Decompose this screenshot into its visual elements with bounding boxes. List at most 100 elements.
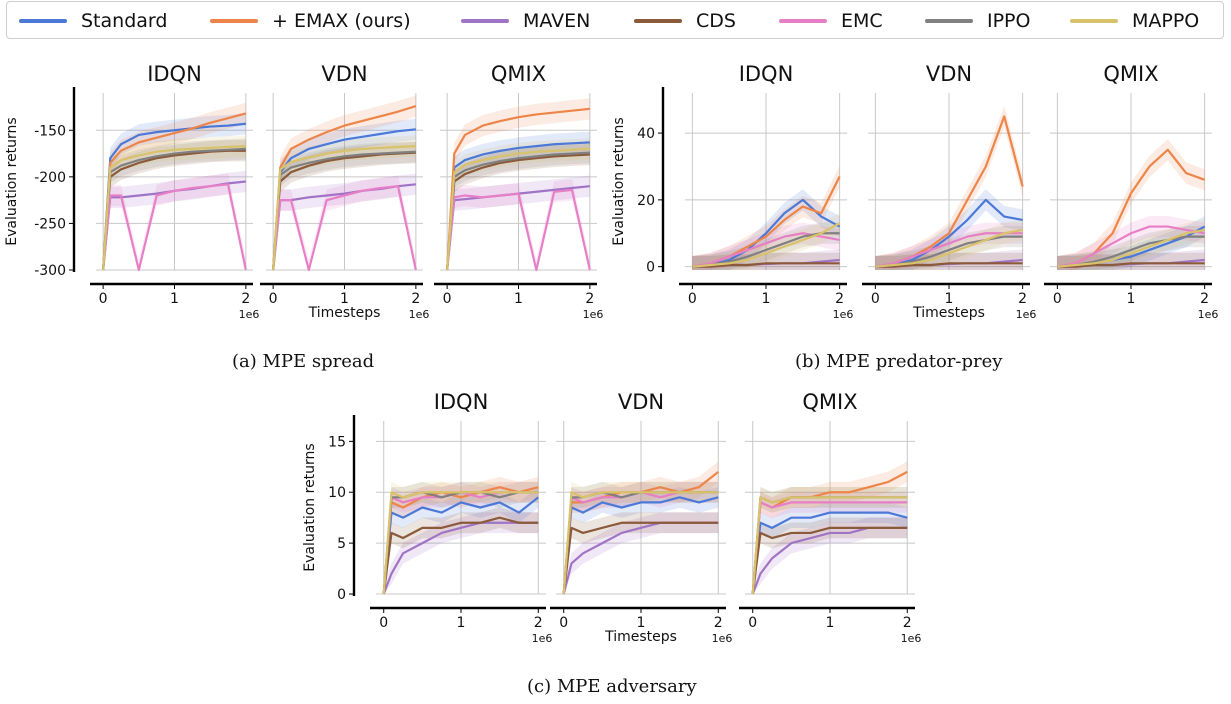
panel-7-ytick-label: 10 bbox=[328, 485, 346, 501]
panel-9-line-mappo bbox=[751, 496, 908, 595]
panel-1-band-emc bbox=[103, 173, 246, 270]
panel-7-ytick-label: 5 bbox=[337, 536, 346, 552]
panel-8-band-maven bbox=[563, 512, 719, 594]
panel-8-xtick-label: 0 bbox=[559, 615, 568, 631]
legend-item-cds: CDS bbox=[634, 2, 736, 40]
legend-item-emc: EMC bbox=[779, 2, 883, 40]
legend-label-cds: CDS bbox=[696, 10, 736, 32]
panel-5-band-standard bbox=[875, 189, 1023, 270]
panel-4-xtick-label: 1 bbox=[762, 291, 771, 307]
panel-8-line-standard bbox=[562, 496, 719, 595]
legend: Standard + EMAX (ours) MAVEN CDS EMC IPP… bbox=[6, 1, 1224, 39]
panel-3-xtick-label: 2 bbox=[585, 291, 594, 307]
panel-9-line-emc bbox=[751, 501, 908, 595]
panel-3-band-emax-ours bbox=[447, 98, 590, 270]
panel-9-band-maven bbox=[752, 517, 908, 594]
panel-6-band-standard bbox=[1057, 215, 1205, 270]
legend-item-emax: + EMAX (ours) bbox=[210, 2, 411, 40]
panel-3-line-emax-ours bbox=[446, 107, 590, 271]
panel-7-xtick-label: 2 bbox=[534, 615, 543, 631]
legend-label-emax: + EMAX (ours) bbox=[272, 10, 411, 32]
panel-1-ytick-label: -150 bbox=[34, 123, 66, 139]
panel-5-x-multiplier: 1e6 bbox=[1016, 308, 1037, 321]
panel-2-title: VDN bbox=[321, 62, 367, 86]
panel-7-title: IDQN bbox=[434, 390, 489, 414]
panel-3-band-cds bbox=[447, 143, 590, 270]
panel-6-band-emc bbox=[1057, 215, 1205, 270]
panel-7-ytick-label: 0 bbox=[337, 587, 346, 603]
panel-1-line-mappo bbox=[102, 145, 246, 271]
panel-1-line-emc bbox=[102, 183, 247, 272]
panel-2-xtick-label: 2 bbox=[411, 291, 420, 307]
panel-7-xtick-label: 1 bbox=[457, 615, 466, 631]
caption-mpe-predator-prey: (b) MPE predator-prey bbox=[795, 351, 1003, 372]
panel-5-xtick-label: 1 bbox=[945, 291, 954, 307]
panel-4-xtick-label: 2 bbox=[835, 291, 844, 307]
panel-3-line-ippo bbox=[446, 151, 590, 271]
panel-1-x-multiplier: 1e6 bbox=[239, 308, 260, 321]
panel-8-x-label: Timesteps bbox=[604, 629, 677, 645]
panel-6-line-cds bbox=[1057, 262, 1205, 268]
panel-3-band-standard bbox=[447, 131, 590, 270]
legend-swatch-emax bbox=[210, 19, 258, 23]
legend-item-maven: MAVEN bbox=[461, 2, 590, 40]
panel-3-line-cds bbox=[446, 153, 590, 271]
legend-label-emc: EMC bbox=[841, 10, 883, 32]
panel-7-band-standard bbox=[383, 486, 539, 594]
panel-3-xtick-label: 1 bbox=[514, 291, 523, 307]
panel-4-y-label: Evaluation returns bbox=[611, 117, 627, 245]
panel-9-xtick-label: 0 bbox=[748, 615, 757, 631]
panel-7-line-mappo bbox=[382, 491, 539, 595]
legend-label-maven: MAVEN bbox=[523, 10, 591, 32]
legend-label-mappo: MAPPO bbox=[1132, 10, 1200, 32]
panel-4-line-mappo bbox=[692, 222, 841, 268]
panel-7-x-multiplier: 1e6 bbox=[532, 632, 553, 645]
panel-6-xtick-label: 1 bbox=[1127, 291, 1136, 307]
caption-mpe-spread: (a) MPE spread bbox=[232, 351, 375, 372]
legend-item-ippo: IPPO bbox=[925, 2, 1030, 40]
panel-1-line-standard bbox=[102, 122, 246, 271]
panel-7-line-standard bbox=[382, 496, 539, 595]
panel-3-line-mappo bbox=[446, 147, 590, 271]
panel-5-line-emc bbox=[875, 232, 1023, 268]
panel-6-band-ippo bbox=[1057, 225, 1205, 270]
panel-4-x-multiplier: 1e6 bbox=[833, 308, 854, 321]
panel-6-title: QMIX bbox=[1103, 62, 1158, 86]
legend-swatch-maven bbox=[461, 19, 509, 23]
panel-2-x-multiplier: 1e6 bbox=[409, 308, 430, 321]
panel-2-line-emc bbox=[272, 185, 417, 272]
panel-9-band-cds bbox=[752, 517, 908, 594]
panel-1-ytick-label: -300 bbox=[34, 263, 66, 279]
panel-1-xtick-label: 1 bbox=[170, 291, 179, 307]
panel-3-title: QMIX bbox=[491, 62, 546, 86]
panel-3-line-standard bbox=[446, 141, 590, 271]
panel-1-ytick-label: -200 bbox=[34, 170, 66, 186]
panel-4-band-ippo bbox=[692, 222, 840, 270]
panel-5-line-cds bbox=[875, 262, 1023, 268]
panel-3-line-emc bbox=[446, 188, 591, 272]
panel-1-title: IDQN bbox=[147, 62, 202, 86]
panel-4-band-standard bbox=[692, 189, 840, 270]
panel-5-xtick-label: 0 bbox=[871, 291, 880, 307]
panel-2-xtick-label: 1 bbox=[340, 291, 349, 307]
panel-7-ytick-label: 15 bbox=[328, 434, 346, 450]
legend-label-standard: Standard bbox=[81, 10, 168, 32]
legend-swatch-emc bbox=[779, 19, 827, 23]
panel-3-xtick-label: 0 bbox=[443, 291, 452, 307]
panel-3-band-maven bbox=[447, 175, 590, 270]
panel-8-xtick-label: 1 bbox=[637, 615, 646, 631]
panel-2-line-mappo bbox=[272, 145, 416, 271]
panel-3-band-mappo bbox=[447, 138, 590, 270]
legend-swatch-cds bbox=[634, 19, 682, 23]
legend-label-ippo: IPPO bbox=[987, 10, 1031, 32]
panel-9-band-emax-ours bbox=[752, 461, 908, 594]
panel-8-band-standard bbox=[563, 486, 719, 594]
panel-7-y-label: Evaluation returns bbox=[302, 443, 318, 571]
panel-9-line-standard bbox=[751, 511, 908, 595]
panel-5-xtick-label: 2 bbox=[1018, 291, 1027, 307]
panel-8-line-mappo bbox=[562, 491, 719, 595]
panel-8-band-cds bbox=[563, 512, 719, 594]
panel-9-title: QMIX bbox=[802, 390, 857, 414]
panel-6-xtick-label: 0 bbox=[1053, 291, 1062, 307]
